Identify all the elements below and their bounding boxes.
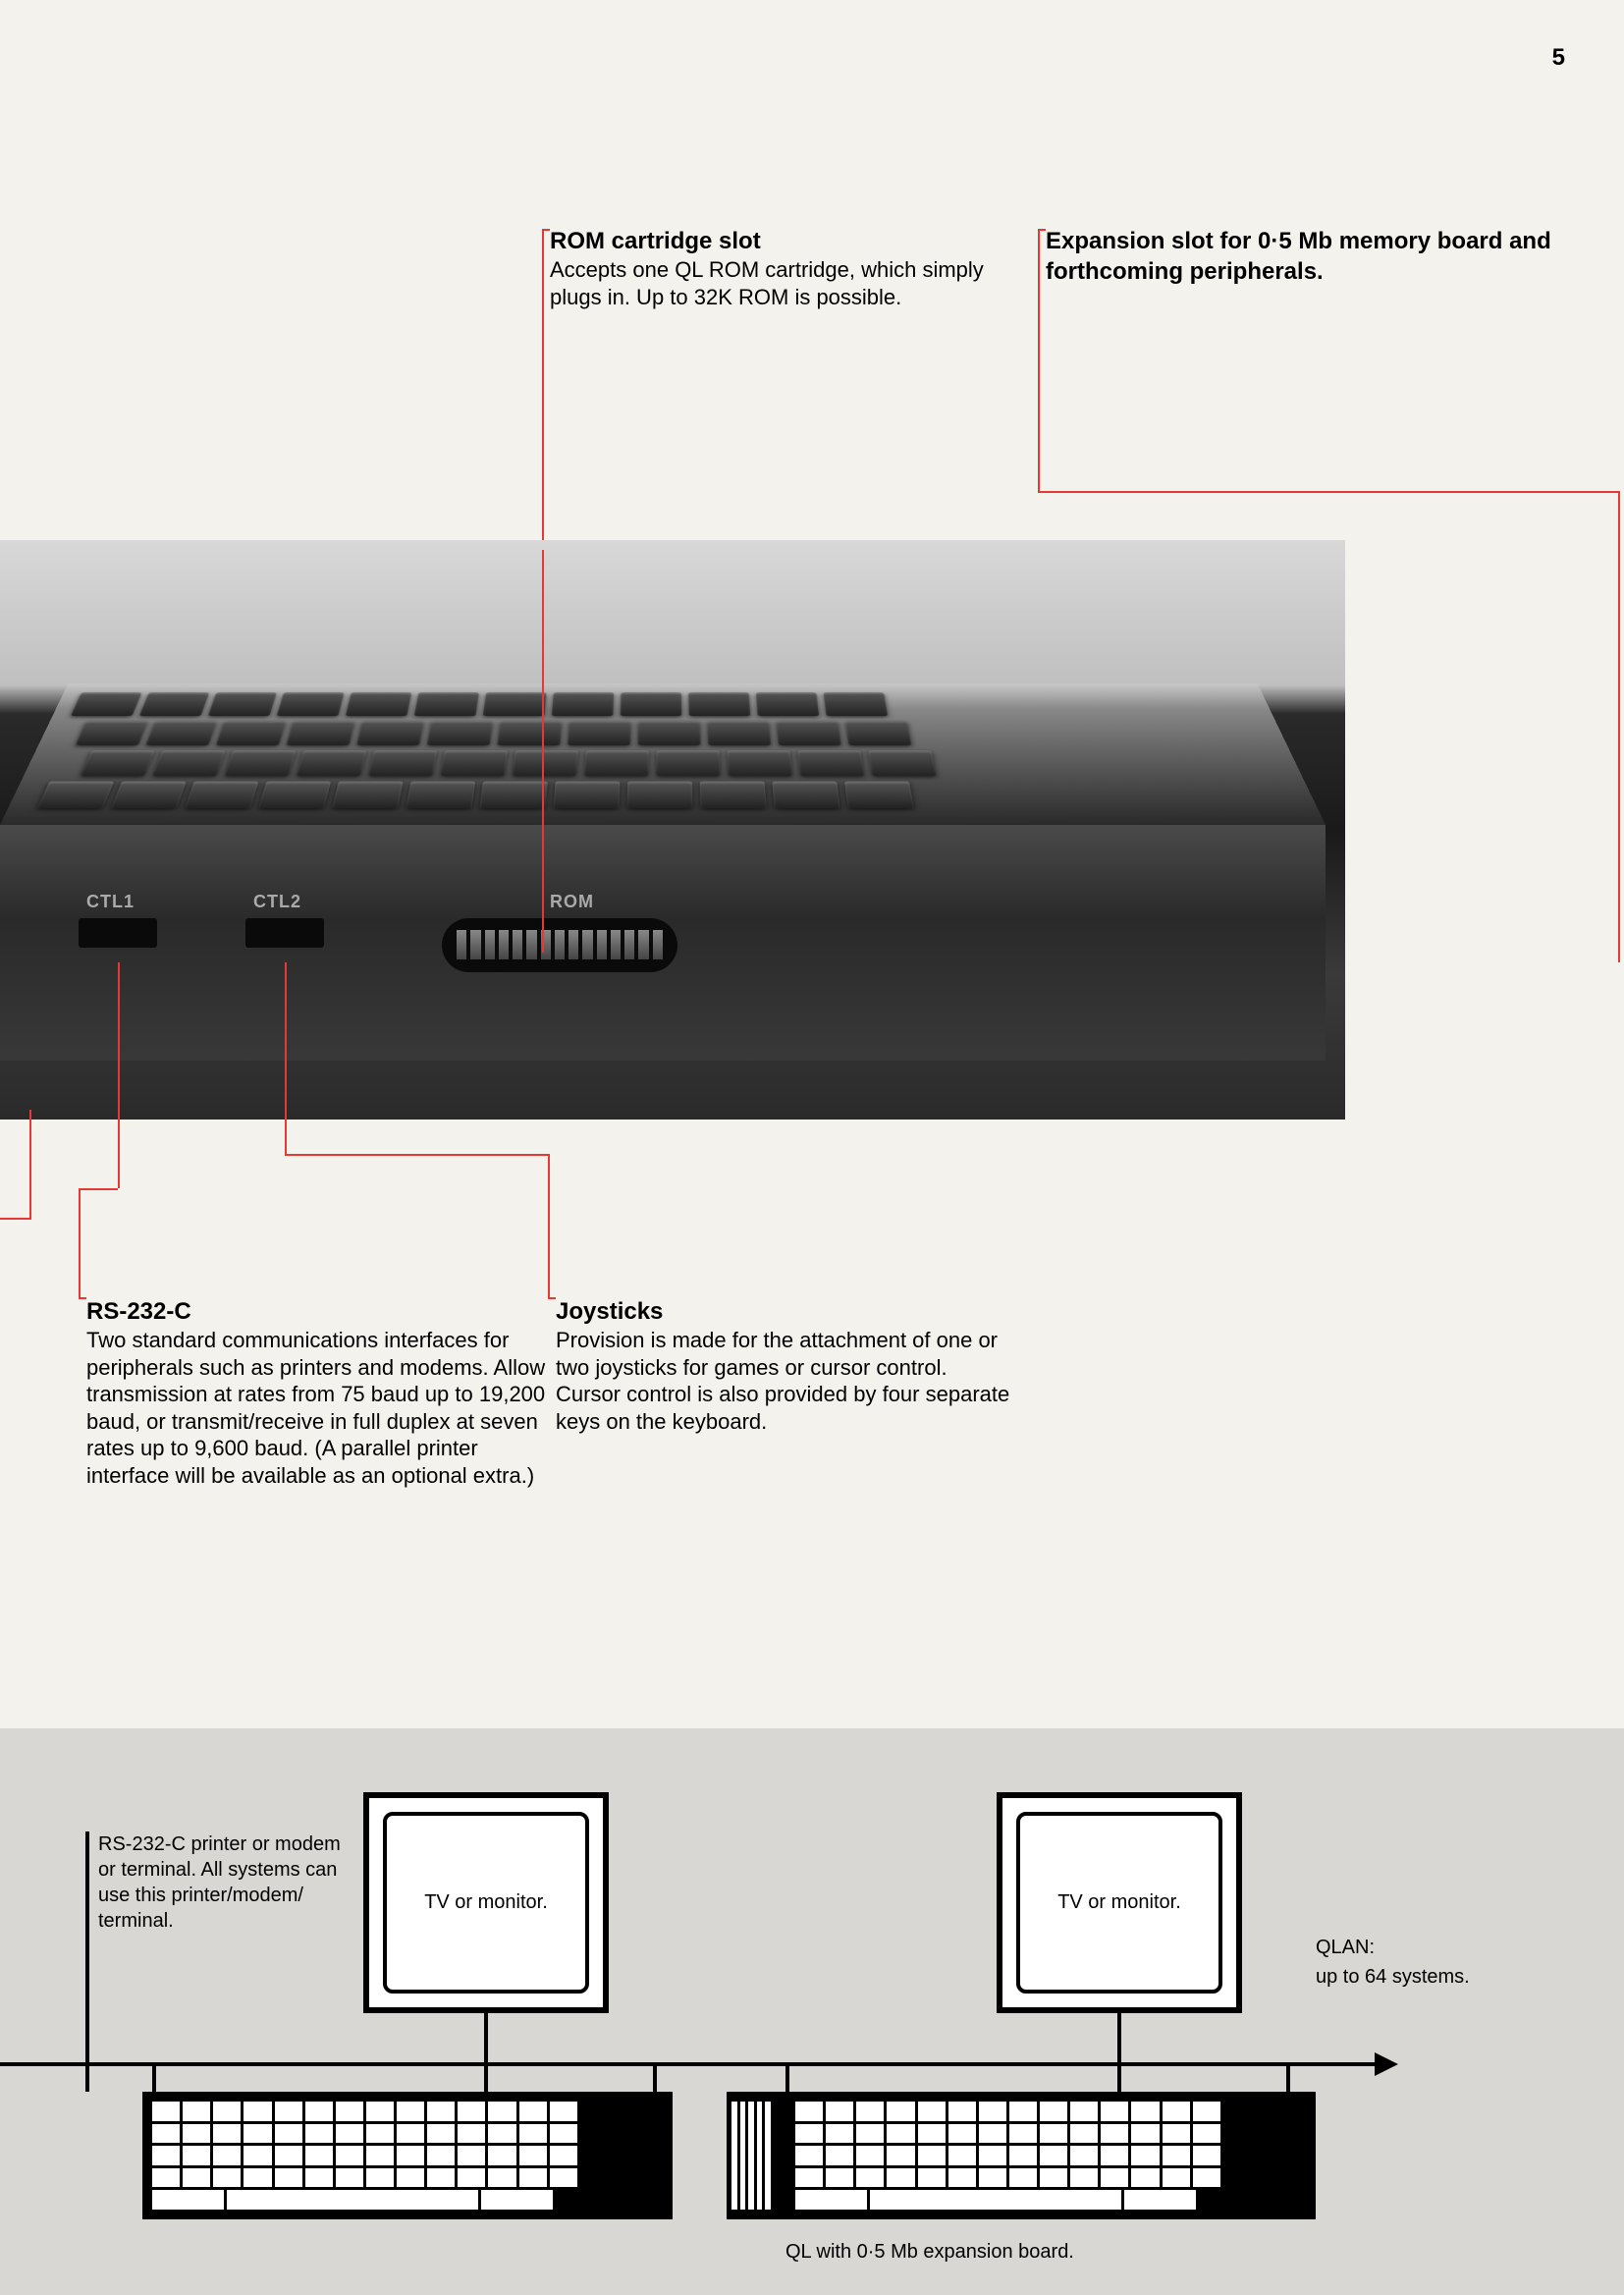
- keyboard-photo: CTL1 CTL2 ROM: [0, 540, 1345, 1120]
- monitor-1-label: TV or monitor.: [424, 1891, 548, 1914]
- connect-line: [1117, 2013, 1121, 2092]
- callout-line: [285, 1154, 550, 1156]
- callout-line: [542, 231, 544, 550]
- callout-line: [1618, 491, 1620, 962]
- callout-line: [79, 1188, 118, 1190]
- diagram-qlan-title: QLAN:: [1316, 1935, 1375, 1960]
- port-ctl2: [245, 918, 324, 948]
- callout-rom-body: Accepts one QL ROM cartridge, which simp…: [550, 256, 1011, 310]
- port-label-ctl1: CTL1: [86, 892, 135, 912]
- diagram-qlan-body: up to 64 systems.: [1316, 1964, 1470, 1990]
- connect-line: [85, 1925, 89, 2092]
- callout-rs232-body: Two standard communications interfaces f…: [86, 1327, 548, 1489]
- connect-line: [653, 2062, 657, 2092]
- callout-expansion-title: Expansion slot for 0·5 Mb memory board a…: [1046, 226, 1566, 287]
- connect-line: [1286, 2062, 1290, 2092]
- callout-line: [118, 962, 120, 1188]
- callout-line: [1038, 231, 1040, 491]
- network-line: [0, 2062, 1375, 2066]
- callout-line: [1038, 229, 1046, 231]
- page-number: 5: [1552, 44, 1565, 72]
- callout-line: [548, 1154, 550, 1299]
- diagram-expansion-caption: QL with 0·5 Mb expansion board.: [785, 2239, 1074, 2265]
- callout-line: [29, 1110, 31, 1218]
- keyboard-surface: [0, 683, 1326, 825]
- connect-line: [484, 2013, 488, 2092]
- diagram-indicator: [85, 1831, 89, 1925]
- callout-joysticks-body: Provision is made for the attachment of …: [556, 1327, 1017, 1435]
- diagram-rs232-text: RS-232-C printer or modem or terminal. A…: [98, 1831, 353, 1934]
- callout-line: [1038, 491, 1620, 493]
- diagram-section: RS-232-C printer or modem or terminal. A…: [0, 1728, 1624, 2295]
- ql-diagram-2: [785, 2092, 1316, 2219]
- connect-line: [152, 2062, 156, 2092]
- callout-line: [542, 229, 550, 231]
- callout-line: [79, 1188, 81, 1299]
- monitor-1: TV or monitor.: [363, 1792, 609, 2013]
- callout-line: [79, 1297, 86, 1299]
- ql-diagram-1: [142, 2092, 673, 2219]
- monitor-2-label: TV or monitor.: [1057, 1891, 1181, 1914]
- callout-rom: ROM cartridge slot Accepts one QL ROM ca…: [550, 226, 1011, 310]
- monitor-2: TV or monitor.: [997, 1792, 1242, 2013]
- callout-line: [0, 1218, 31, 1220]
- callout-line: [548, 1297, 556, 1299]
- callout-joysticks-title: Joysticks: [556, 1296, 1017, 1327]
- callout-rs232: RS-232-C Two standard communications int…: [86, 1296, 548, 1489]
- callout-rom-title: ROM cartridge slot: [550, 226, 1011, 256]
- callout-expansion: Expansion slot for 0·5 Mb memory board a…: [1046, 226, 1566, 287]
- port-rom: [442, 918, 677, 972]
- callout-joysticks: Joysticks Provision is made for the atta…: [556, 1296, 1017, 1435]
- keyboard-front-panel: CTL1 CTL2 ROM: [0, 825, 1326, 1061]
- callout-line: [542, 550, 544, 953]
- connect-line: [785, 2062, 789, 2092]
- port-label-rom: ROM: [550, 892, 594, 912]
- port-ctl1: [79, 918, 157, 948]
- network-arrow: [1375, 2052, 1398, 2076]
- port-label-ctl2: CTL2: [253, 892, 301, 912]
- expansion-pack-diagram: [727, 2092, 785, 2219]
- callout-line: [285, 962, 287, 1154]
- callout-rs232-title: RS-232-C: [86, 1296, 548, 1327]
